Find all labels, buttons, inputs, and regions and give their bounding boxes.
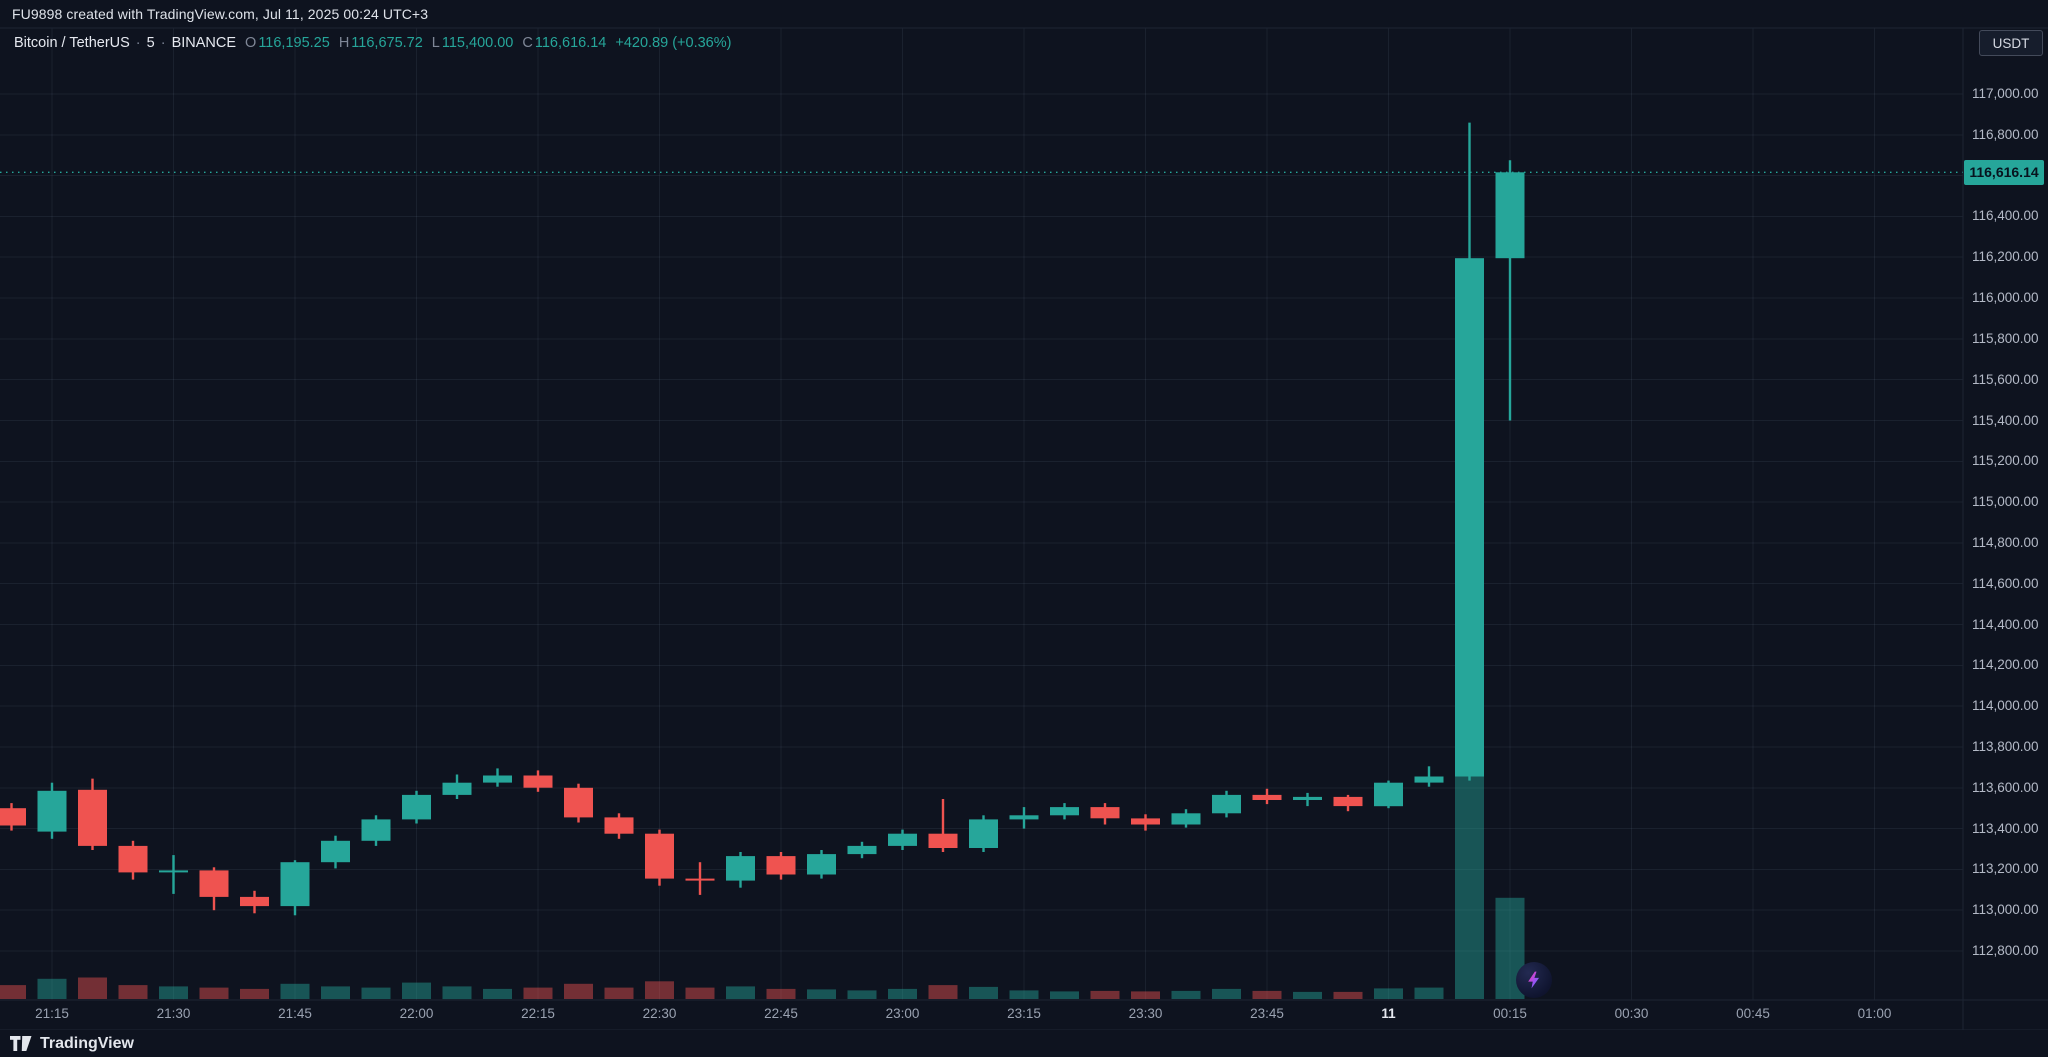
candles xyxy=(0,122,1525,916)
ohlc-close: C 116,616.14 xyxy=(522,35,606,51)
time-axis[interactable]: 21:15 21:30 21:45 22:00 22:15 22:30 22:45 23:00… xyxy=(0,1000,2048,1030)
candle xyxy=(1212,790,1241,818)
candle xyxy=(1090,803,1120,825)
grid-lines xyxy=(0,28,1963,1000)
candle xyxy=(807,850,836,879)
candle xyxy=(402,790,431,824)
legend-separator: · xyxy=(135,35,141,51)
last-price-badge: 116,616.14 xyxy=(1964,159,2044,185)
candle xyxy=(564,783,593,823)
candle xyxy=(645,829,674,886)
open-value: 116,195.25 xyxy=(258,35,330,51)
time-axis-label: 00:45 xyxy=(1736,1006,1770,1021)
candle xyxy=(766,852,796,880)
candle xyxy=(888,829,917,850)
candle xyxy=(1131,814,1160,831)
time-axis-label: 00:30 xyxy=(1614,1006,1649,1021)
candle xyxy=(928,799,958,852)
low-value: 115,400.00 xyxy=(441,35,514,51)
close-value: 116,616.14 xyxy=(534,35,607,51)
symbol-name: Bitcoin / TetherUS xyxy=(14,35,130,51)
candle xyxy=(1252,788,1282,805)
time-axis-label: 00:15 xyxy=(1493,1006,1527,1021)
lightning-bolt-icon xyxy=(1528,971,1539,989)
candle xyxy=(280,860,310,916)
legend-separator: · xyxy=(160,35,166,51)
time-axis-label: 22:45 xyxy=(764,1006,798,1021)
time-axis-label: 22:15 xyxy=(521,1006,555,1021)
candle xyxy=(847,841,877,859)
candle xyxy=(726,852,755,888)
candle xyxy=(1414,766,1444,787)
time-axis-label: 21:15 xyxy=(35,1006,69,1021)
candle xyxy=(1171,809,1201,828)
attribution-text: FU9898 created with TradingView.com, Jul… xyxy=(12,6,429,22)
candle xyxy=(78,778,107,850)
change-value: +420.89 (+0.36%) xyxy=(615,35,732,51)
open-label: O xyxy=(245,35,257,51)
close-label: C xyxy=(522,35,533,51)
time-axis-label: 22:30 xyxy=(642,1006,677,1021)
interval-label: 5 xyxy=(146,35,155,51)
candle xyxy=(1009,807,1039,829)
candle xyxy=(685,862,715,895)
exchange-label: BINANCE xyxy=(171,35,237,51)
symbol-legend: Bitcoin / TetherUS · 5 · BINANCE O 116,1… xyxy=(14,28,731,58)
candle xyxy=(604,813,634,839)
candle xyxy=(321,835,350,869)
candle xyxy=(240,890,269,914)
candle xyxy=(1374,780,1403,809)
candle xyxy=(199,867,229,911)
candle xyxy=(1293,792,1322,807)
time-axis-label: 23:30 xyxy=(1128,1006,1163,1021)
time-axis-label: 21:30 xyxy=(156,1006,191,1021)
time-axis-label: 11 xyxy=(1381,1006,1396,1021)
volume-bars xyxy=(0,746,1525,1000)
symbol-title[interactable]: Bitcoin / TetherUS · 5 · BINANCE xyxy=(14,35,236,51)
candle xyxy=(118,840,148,880)
time-axis-label: 21:45 xyxy=(278,1006,312,1021)
candle xyxy=(361,815,391,846)
tradingview-logo-text[interactable]: TradingView xyxy=(40,1034,134,1052)
time-axis-label: 22:00 xyxy=(399,1006,434,1021)
candle xyxy=(1050,803,1079,820)
ohlc-open: O 116,195.25 xyxy=(245,35,330,51)
watermark-logo xyxy=(1516,962,1552,998)
time-axis-label: 23:00 xyxy=(885,1006,920,1021)
time-axis-label: 23:45 xyxy=(1250,1006,1284,1021)
candle xyxy=(37,782,67,839)
candle xyxy=(442,774,472,799)
candle xyxy=(523,770,553,792)
high-value: 116,675.72 xyxy=(351,35,423,51)
currency-unit-button[interactable]: USDT xyxy=(1979,30,2043,56)
candle xyxy=(1333,794,1363,812)
candle xyxy=(483,768,512,787)
high-label: H xyxy=(338,35,350,51)
time-axis-label: 23:15 xyxy=(1007,1006,1041,1021)
time-axis-label: 01:00 xyxy=(1857,1006,1892,1021)
tradingview-logo-icon[interactable] xyxy=(10,1036,33,1051)
ohlc-low: L 115,400.00 xyxy=(432,35,514,51)
ohlc-high: H 116,675.72 xyxy=(339,35,423,51)
footer-bar: TradingView xyxy=(0,1030,2048,1057)
candle xyxy=(1495,160,1525,421)
candle xyxy=(969,815,998,852)
candle xyxy=(0,803,26,831)
candle xyxy=(159,855,188,894)
low-label: L xyxy=(431,35,440,51)
candle xyxy=(1455,122,1484,781)
